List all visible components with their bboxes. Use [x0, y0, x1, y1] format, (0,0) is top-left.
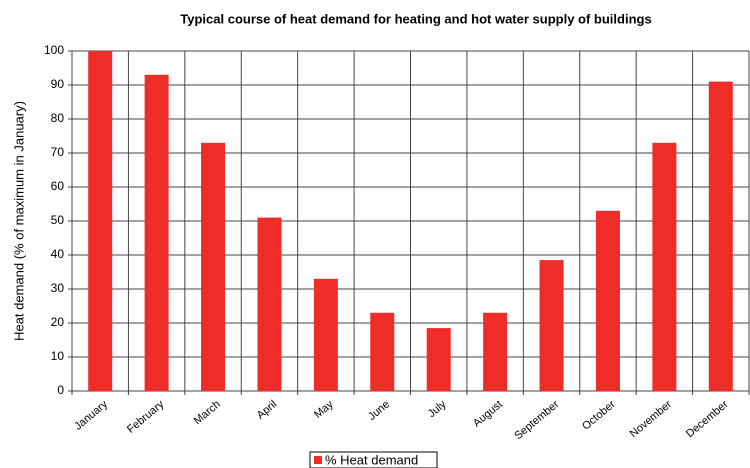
- y-tick-label: 60: [51, 179, 65, 193]
- x-tick-label: January: [72, 398, 110, 433]
- x-tick-label: October: [580, 398, 618, 433]
- x-tick-label: September: [512, 398, 561, 442]
- y-tick-label: 80: [51, 111, 65, 125]
- bar: [201, 142, 226, 391]
- legend-label: % Heat demand: [325, 452, 418, 467]
- legend-frame: [309, 451, 438, 468]
- y-tick-label: 100: [44, 43, 64, 57]
- y-tick-label: 0: [57, 383, 64, 397]
- bar: [483, 312, 508, 391]
- chart-title: Typical course of heat demand for heatin…: [180, 11, 651, 26]
- x-tick-label: August: [471, 398, 505, 429]
- y-tick-label: 10: [51, 349, 65, 363]
- y-tick-label: 20: [51, 315, 65, 329]
- legend-swatch: [314, 456, 322, 464]
- y-axis-label: Heat demand (% of maximum in January): [11, 101, 26, 341]
- y-tick-label: 40: [51, 247, 65, 261]
- x-tick-label: December: [684, 398, 731, 440]
- y-tick-label: 50: [51, 213, 65, 227]
- bar: [652, 142, 677, 391]
- x-tick-label: March: [192, 398, 223, 427]
- x-tick-label: May: [312, 398, 336, 421]
- bar: [313, 278, 338, 391]
- x-tick-label: February: [125, 398, 167, 436]
- x-tick-label: July: [426, 398, 449, 420]
- bar: [426, 328, 451, 391]
- bar: [595, 210, 620, 391]
- bar: [88, 51, 113, 391]
- x-tick-label: November: [628, 398, 675, 440]
- bar: [708, 81, 733, 391]
- x-tick-label: April: [255, 398, 280, 421]
- bar: [539, 260, 564, 391]
- bar: [370, 312, 395, 391]
- y-tick-label: 90: [51, 77, 65, 91]
- bar: [257, 217, 282, 391]
- y-tick-label: 30: [51, 281, 65, 295]
- x-tick-label: June: [366, 398, 392, 423]
- bar: [144, 74, 169, 392]
- y-tick-label: 70: [51, 145, 65, 159]
